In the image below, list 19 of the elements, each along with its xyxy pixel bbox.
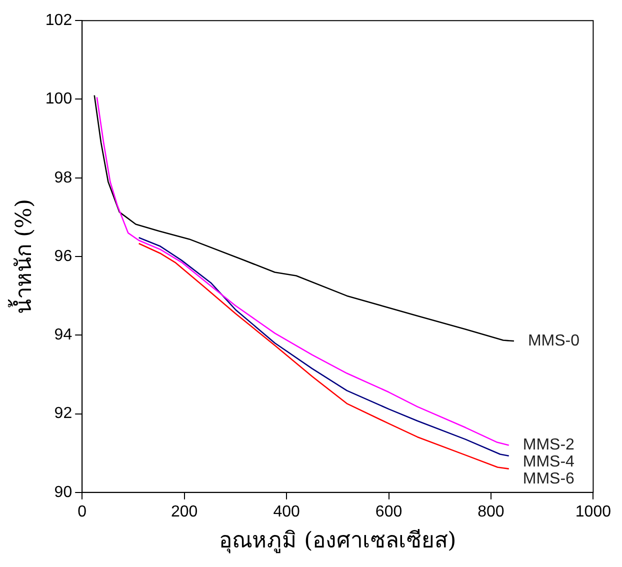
y-tick-label: 102 (45, 12, 72, 30)
x-tick-label: 800 (478, 503, 504, 520)
x-tick-label: 0 (78, 503, 87, 520)
x-axis-title: อุณหภูมิ (องศาเซลเซียส) (219, 528, 456, 554)
y-tick-label: 100 (45, 90, 72, 108)
series-label: MMS-0 (528, 332, 580, 350)
x-tick-label: 600 (375, 503, 402, 520)
y-tick-label: 92 (54, 405, 72, 422)
x-tick-label: 1000 (575, 503, 612, 520)
series-label: MMS-4 (522, 454, 575, 471)
series-label: MMS-2 (522, 436, 575, 454)
y-tick-label: 90 (54, 484, 72, 501)
x-tick-label: 200 (170, 503, 198, 520)
series-label: MMS-6 (522, 470, 575, 488)
y-tick-label: 96 (54, 248, 72, 265)
y-axis-title: น้ำหนัก (%) (8, 198, 37, 314)
y-tick-label: 98 (54, 169, 72, 186)
x-tick-label: 400 (273, 503, 300, 520)
y-tick-label: 94 (54, 326, 72, 344)
